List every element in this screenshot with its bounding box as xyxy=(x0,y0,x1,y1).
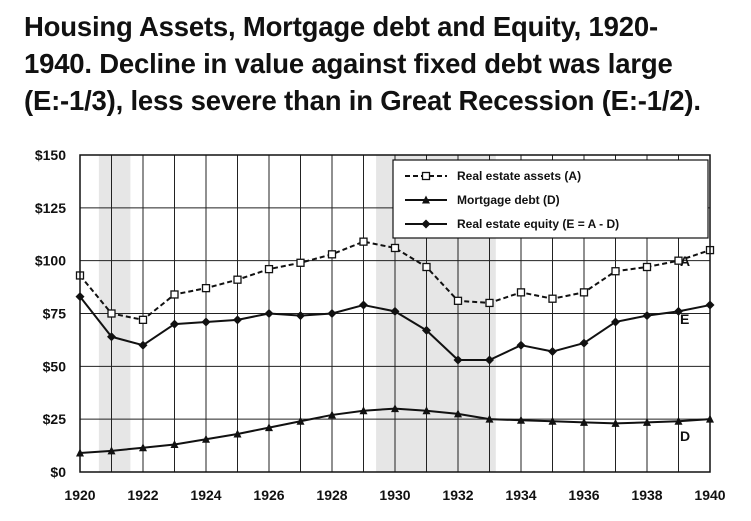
data-point xyxy=(265,423,273,432)
y-tick-label: $150 xyxy=(35,147,66,163)
data-point xyxy=(579,338,589,348)
series: A D E xyxy=(75,237,715,457)
data-point xyxy=(202,434,210,443)
legend-label: Real estate equity (E = A - D) xyxy=(457,217,619,231)
x-tick-label: 1932 xyxy=(442,487,473,503)
data-point xyxy=(548,416,557,425)
data-point xyxy=(674,256,683,265)
data-point xyxy=(391,404,399,413)
data-point xyxy=(674,416,683,425)
title-line-1: Housing Assets, Mortgage debt and Equity… xyxy=(24,11,658,42)
legend-label: Real estate assets (A) xyxy=(457,169,581,183)
series-end-label: D xyxy=(680,428,690,444)
data-point xyxy=(139,443,147,452)
y-tick-label: $50 xyxy=(43,358,67,374)
legend-entry-2: Mortgage debt (D) xyxy=(405,193,560,207)
x-tick-label: 1924 xyxy=(190,487,221,503)
data-point xyxy=(170,319,179,329)
legend-entry-1: Real estate assets (A) xyxy=(405,169,581,183)
data-point xyxy=(359,237,368,246)
title-line-3: (E:-1/3), less severe than in Great Rece… xyxy=(24,85,701,116)
series-2: D xyxy=(76,404,714,457)
data-point xyxy=(421,171,431,181)
plot-frame xyxy=(79,154,711,473)
data-point xyxy=(485,414,494,423)
series-end-label: A xyxy=(680,253,690,269)
data-point xyxy=(390,306,400,316)
data-point xyxy=(454,409,462,418)
data-point xyxy=(421,219,431,229)
data-point xyxy=(107,309,116,318)
data-point xyxy=(328,410,336,419)
data-point xyxy=(170,440,179,449)
data-point xyxy=(611,317,620,327)
data-point xyxy=(296,311,305,321)
x-tick-label: 1930 xyxy=(379,487,410,503)
x-tick-label: 1940 xyxy=(694,487,725,503)
data-point xyxy=(422,325,431,335)
data-point xyxy=(517,415,525,424)
data-point xyxy=(674,306,683,316)
data-point xyxy=(516,340,526,350)
y-tick-label: $25 xyxy=(43,411,67,427)
x-tick-label: 1926 xyxy=(253,487,284,503)
data-point xyxy=(264,264,274,274)
data-point xyxy=(233,315,242,325)
data-point xyxy=(453,355,463,365)
data-point xyxy=(233,275,242,284)
data-point xyxy=(579,288,589,297)
data-point xyxy=(296,258,305,267)
data-point xyxy=(611,267,620,276)
legend-entry-3: Real estate equity (E = A - D) xyxy=(405,217,619,231)
data-point xyxy=(453,296,463,305)
x-tick-label: 1938 xyxy=(631,487,662,503)
data-point xyxy=(201,283,211,293)
y-tick-label: $100 xyxy=(35,253,66,269)
series-line xyxy=(79,240,711,321)
y-tick-label: $0 xyxy=(50,464,66,480)
chart-title: Housing Assets, Mortgage debt and Equity… xyxy=(24,8,744,119)
y-tick-label: $125 xyxy=(35,200,66,216)
data-point xyxy=(138,315,148,324)
data-point xyxy=(359,300,368,310)
data-point xyxy=(580,417,588,426)
series-end-label: E xyxy=(680,311,689,327)
data-point xyxy=(264,309,274,318)
data-point xyxy=(107,332,116,342)
data-point xyxy=(327,250,337,259)
data-point xyxy=(327,309,337,318)
data-point xyxy=(642,311,652,321)
y-tick-label: $75 xyxy=(43,306,67,322)
data-point xyxy=(642,262,652,272)
data-point xyxy=(643,417,651,426)
x-tick-label: 1936 xyxy=(568,487,599,503)
data-point xyxy=(485,298,494,308)
series-3: E xyxy=(75,292,715,365)
data-point xyxy=(548,294,557,303)
axes: $0 $25 $50 $75 $100 $125 $150 1920 1922 1924 1926 1… xyxy=(35,147,726,503)
x-tick-label: 1928 xyxy=(316,487,347,503)
x-tick-label: 1920 xyxy=(64,487,95,503)
title-line-2: 1940. Decline in value against fixed deb… xyxy=(24,48,673,79)
data-point xyxy=(422,406,431,415)
data-point xyxy=(296,416,305,425)
x-tick-label: 1934 xyxy=(505,487,536,503)
data-point xyxy=(485,355,494,365)
data-point xyxy=(611,418,620,427)
data-point xyxy=(233,429,242,438)
data-point xyxy=(516,288,526,297)
data-point xyxy=(359,406,368,415)
data-point xyxy=(422,262,431,272)
data-point xyxy=(422,195,430,204)
data-point xyxy=(170,290,179,299)
data-point xyxy=(107,446,116,455)
data-point xyxy=(390,243,400,253)
data-point xyxy=(201,317,211,327)
data-point xyxy=(138,340,148,350)
x-tick-label: 1922 xyxy=(127,487,158,503)
legend: Real estate assets (A) Mortgage debt (D) R… xyxy=(392,159,709,239)
data-point xyxy=(548,347,557,357)
legend-label: Mortgage debt (D) xyxy=(457,193,560,207)
